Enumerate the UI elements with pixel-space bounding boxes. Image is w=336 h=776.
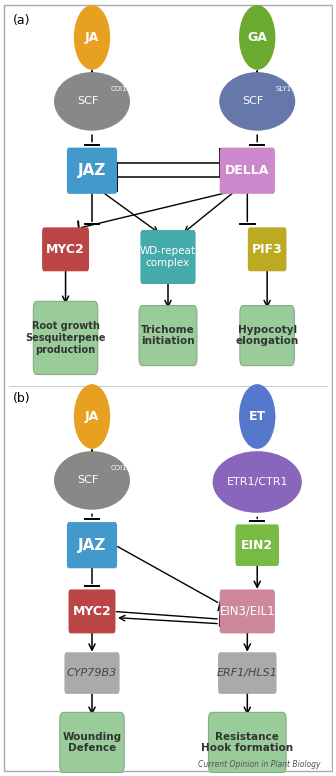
FancyBboxPatch shape xyxy=(218,653,277,694)
FancyBboxPatch shape xyxy=(208,712,286,772)
FancyBboxPatch shape xyxy=(236,525,279,566)
Text: EIN2: EIN2 xyxy=(241,539,273,552)
Ellipse shape xyxy=(74,384,110,449)
Text: Root growth
Sesquiterpene
production: Root growth Sesquiterpene production xyxy=(25,321,106,355)
Text: JAZ: JAZ xyxy=(78,163,106,178)
FancyBboxPatch shape xyxy=(248,227,287,272)
Text: Current Opinion in Plant Biology: Current Opinion in Plant Biology xyxy=(198,760,320,769)
FancyBboxPatch shape xyxy=(42,227,89,272)
Text: Trichome
initiation: Trichome initiation xyxy=(141,325,195,346)
Text: ET: ET xyxy=(249,410,266,423)
Text: SCF: SCF xyxy=(243,96,264,106)
Text: MYC2: MYC2 xyxy=(46,243,85,256)
Ellipse shape xyxy=(54,451,130,510)
FancyBboxPatch shape xyxy=(60,712,124,772)
FancyBboxPatch shape xyxy=(140,230,196,284)
Ellipse shape xyxy=(239,5,276,70)
Text: JA: JA xyxy=(85,31,99,44)
FancyBboxPatch shape xyxy=(67,522,117,568)
Text: COI1: COI1 xyxy=(110,465,127,471)
Text: (b): (b) xyxy=(13,392,30,405)
Text: Resistance
Hook formation: Resistance Hook formation xyxy=(201,732,293,753)
FancyBboxPatch shape xyxy=(33,301,98,375)
FancyBboxPatch shape xyxy=(139,306,197,365)
Text: ETR1/CTR1: ETR1/CTR1 xyxy=(226,477,288,487)
Text: WD-repeat
complex: WD-repeat complex xyxy=(140,246,196,268)
FancyBboxPatch shape xyxy=(65,653,120,694)
Ellipse shape xyxy=(74,5,110,70)
Text: Hypocotyl
elongation: Hypocotyl elongation xyxy=(236,325,299,346)
Text: GA: GA xyxy=(247,31,267,44)
Text: MYC2: MYC2 xyxy=(73,605,111,618)
Text: SCF: SCF xyxy=(77,96,99,106)
Text: DELLA: DELLA xyxy=(225,165,269,177)
FancyBboxPatch shape xyxy=(67,147,117,194)
Ellipse shape xyxy=(219,72,295,130)
Text: JA: JA xyxy=(85,410,99,423)
Text: ERF1/HLS1: ERF1/HLS1 xyxy=(217,668,278,678)
Ellipse shape xyxy=(239,384,276,449)
Text: EIN3/EIL1: EIN3/EIL1 xyxy=(219,605,275,618)
Text: Wounding
Defence: Wounding Defence xyxy=(62,732,122,753)
Text: JAZ: JAZ xyxy=(78,538,106,553)
Text: CYP79B3: CYP79B3 xyxy=(67,668,117,678)
Text: COI1: COI1 xyxy=(110,86,127,92)
Text: SCF: SCF xyxy=(77,476,99,486)
Ellipse shape xyxy=(213,451,302,513)
Text: (a): (a) xyxy=(13,14,30,27)
Text: PIF3: PIF3 xyxy=(252,243,283,256)
FancyBboxPatch shape xyxy=(240,306,294,365)
FancyBboxPatch shape xyxy=(220,590,275,633)
Text: SLY1: SLY1 xyxy=(276,86,292,92)
Ellipse shape xyxy=(54,72,130,130)
FancyBboxPatch shape xyxy=(220,147,275,194)
FancyBboxPatch shape xyxy=(69,590,116,633)
